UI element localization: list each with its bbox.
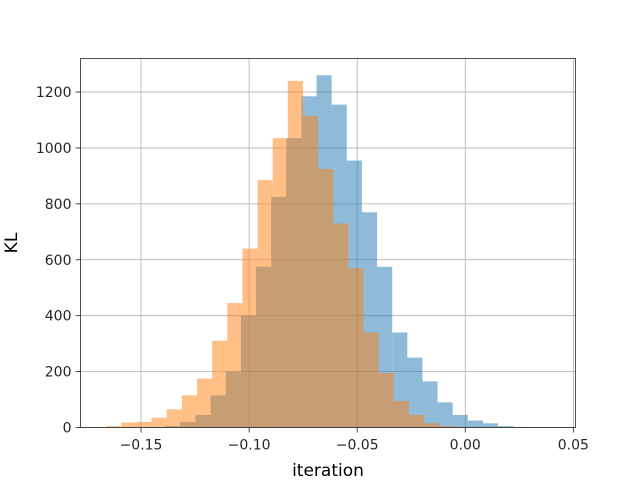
bars-layer: [106, 75, 529, 428]
x-tick-label: −0.10: [228, 438, 271, 454]
histogram-bar-series-2: [151, 417, 167, 428]
y-axis-label: KL: [2, 232, 22, 253]
ticks-layer: −0.15 −0.10 −0.05 0.00 0.05 0 200 400 600 800 1000…: [36, 85, 589, 453]
histogram-bar-series-1: [498, 426, 514, 428]
histogram-bar-series-2: [242, 248, 258, 428]
histogram-bar-series-2: [257, 180, 273, 428]
histogram-bar-series-2: [272, 138, 288, 428]
histogram-bar-series-2: [121, 422, 137, 428]
histogram-bar-series-2: [333, 223, 349, 428]
histogram-bar-series-2: [378, 372, 394, 428]
histogram-bar-series-2: [106, 426, 122, 428]
histogram-bar-series-2: [348, 268, 364, 428]
histogram-bar-series-2: [227, 303, 243, 428]
histogram-bar-series-2: [287, 80, 303, 428]
histogram-bar-series-2: [136, 421, 152, 428]
axes-frame: [80, 58, 576, 428]
histogram-bar-series-1: [452, 414, 468, 428]
histogram-bar-series-1: [467, 420, 483, 428]
histogram-bar-series-1: [482, 423, 499, 428]
histogram-bar-series-2: [197, 378, 213, 428]
histogram-bar-series-1: [437, 402, 453, 428]
histogram-bar-series-2: [393, 400, 409, 428]
histogram-bar-series-2: [318, 168, 334, 428]
x-tick-label: 0.00: [450, 438, 481, 454]
x-axis-label: iteration: [292, 461, 364, 480]
histogram-bar-series-2: [439, 426, 455, 428]
histogram-bar-series-2: [363, 332, 379, 428]
y-tick-label: 600: [45, 253, 72, 269]
y-tick-label: 0: [63, 421, 72, 437]
x-tick-label: 0.05: [558, 438, 589, 454]
histogram-bar-series-1: [422, 381, 438, 428]
histogram-bar-series-2: [212, 340, 228, 428]
y-tick-label: 800: [45, 197, 72, 213]
x-tick-label: −0.05: [336, 438, 379, 454]
histogram-bar-series-2: [423, 423, 440, 428]
x-tick-label: −0.15: [120, 438, 163, 454]
y-tick-label: 1200: [36, 85, 72, 101]
histogram-bar-series-2: [181, 395, 198, 428]
histogram-bar-series-2: [166, 409, 182, 428]
y-tick-label: 1000: [36, 141, 72, 157]
histogram-bar-series-2: [408, 414, 424, 428]
y-tick-label: 200: [45, 365, 72, 381]
histogram-bar-series-2: [302, 115, 319, 428]
histogram-bar-series-1: [407, 357, 423, 428]
y-tick-label: 400: [45, 309, 72, 325]
